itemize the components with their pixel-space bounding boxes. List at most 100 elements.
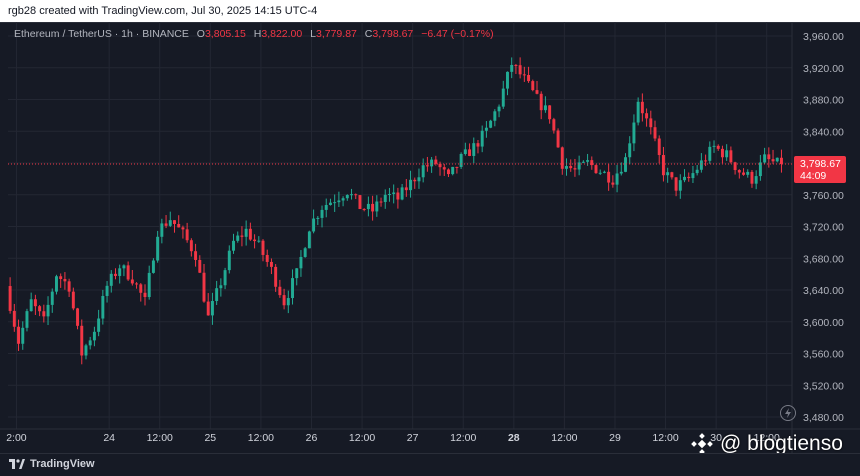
last-price-tag: 3,798.67 44:09: [794, 156, 846, 183]
candle-body: [628, 143, 632, 158]
candle-body: [678, 180, 682, 191]
high-value: 3,822.00: [261, 28, 303, 40]
candle-body: [527, 75, 531, 82]
candle-body: [320, 209, 324, 218]
candle-body: [531, 81, 535, 91]
candle-body: [758, 162, 762, 177]
candle-body: [312, 218, 316, 232]
candle-body: [602, 171, 606, 173]
candle-body: [543, 105, 547, 111]
candle-body: [223, 270, 227, 286]
candle-body: [695, 169, 699, 174]
last-price-value: 3,798.67: [800, 158, 841, 170]
candle-body: [704, 160, 708, 162]
candle-body: [362, 209, 366, 211]
y-tick-label: 3,480.00: [803, 412, 844, 424]
candle-body: [17, 326, 21, 344]
candle-body: [337, 200, 341, 203]
candle-body: [236, 235, 240, 241]
candle-body: [577, 162, 581, 170]
candle-body: [345, 194, 349, 199]
candle-body: [430, 159, 434, 167]
candle-body: [657, 138, 661, 156]
candle-body: [417, 177, 421, 182]
candle-body: [716, 145, 720, 149]
y-tick-label: 3,960.00: [803, 31, 844, 43]
y-tick-label: 3,600.00: [803, 317, 844, 329]
candle-body: [274, 266, 278, 287]
candle-body: [442, 167, 446, 170]
candle-body: [244, 228, 248, 237]
candle-body: [206, 301, 210, 316]
candle-body: [168, 220, 172, 226]
x-tick-label: 26: [306, 432, 318, 444]
candle-body: [156, 236, 160, 261]
candle-body: [489, 120, 493, 128]
candle-body: [198, 259, 202, 273]
candle-body: [725, 150, 729, 158]
candle-body: [328, 202, 332, 205]
candle-body: [451, 166, 455, 175]
candle-body: [636, 101, 640, 123]
candle-body: [76, 308, 80, 326]
candle-body: [737, 170, 741, 173]
candle-body: [615, 173, 619, 185]
chart-credit: rgb28 created with TradingView.com, Jul …: [8, 5, 318, 17]
x-tick-label: 12:00: [551, 432, 577, 444]
candle-body: [661, 155, 665, 176]
candle-body: [232, 240, 235, 251]
top-credit-bar: rgb28 created with TradingView.com, Jul …: [0, 0, 860, 22]
candle-body: [54, 276, 58, 292]
candle-body: [720, 148, 724, 158]
candle-body: [202, 272, 206, 302]
candle-body: [683, 176, 686, 181]
candlestick-chart[interactable]: 3,960.003,920.003,880.003,840.003,800.00…: [0, 22, 860, 453]
y-tick-label: 3,880.00: [803, 95, 844, 107]
candle-body: [708, 146, 712, 161]
candle-body: [733, 162, 737, 171]
candle-body: [548, 105, 552, 120]
watermark-text: @ blogtienso: [720, 432, 843, 455]
candle-body: [248, 228, 252, 240]
candle-body: [712, 145, 716, 147]
x-tick-label: 12:00: [147, 432, 173, 444]
y-tick-label: 3,760.00: [803, 190, 844, 202]
candle-body: [151, 260, 155, 273]
candle-body: [210, 301, 214, 316]
candle-body: [219, 285, 223, 289]
candle-body: [556, 130, 560, 148]
change-value: −6.47 (−0.17%): [421, 28, 494, 40]
candle-body: [316, 217, 320, 219]
candle-body: [282, 295, 286, 306]
candle-body: [569, 166, 573, 169]
candle-body: [324, 204, 328, 210]
candle-body: [135, 283, 139, 285]
candle-body: [92, 331, 96, 341]
candle-body: [598, 172, 602, 174]
candle-body: [472, 143, 476, 156]
candle-body: [97, 318, 101, 332]
x-tick-label: 29: [609, 432, 621, 444]
candle-body: [581, 161, 585, 163]
flash-icon[interactable]: [780, 405, 796, 421]
candle-body: [383, 194, 387, 202]
candle-body: [291, 278, 294, 299]
x-tick-label: 24: [103, 432, 115, 444]
tradingview-brand[interactable]: TradingView: [9, 458, 95, 470]
candle-body: [126, 265, 130, 280]
candle-body: [729, 150, 733, 163]
candle-body: [181, 227, 185, 230]
candle-body: [594, 165, 598, 174]
candle-body: [194, 251, 198, 260]
candle-body: [750, 171, 754, 184]
candle-body: [105, 285, 109, 296]
candle-body: [476, 143, 480, 147]
candle-body: [640, 101, 644, 114]
symbol-legend: Ethereum / TetherUS · 1h · BINANCE O3,80…: [14, 28, 494, 40]
candle-body: [350, 194, 354, 196]
candle-body: [425, 165, 429, 167]
candle-body: [687, 176, 691, 179]
candle-body: [80, 325, 84, 356]
candle-body: [101, 295, 105, 319]
candle-body: [691, 173, 695, 179]
